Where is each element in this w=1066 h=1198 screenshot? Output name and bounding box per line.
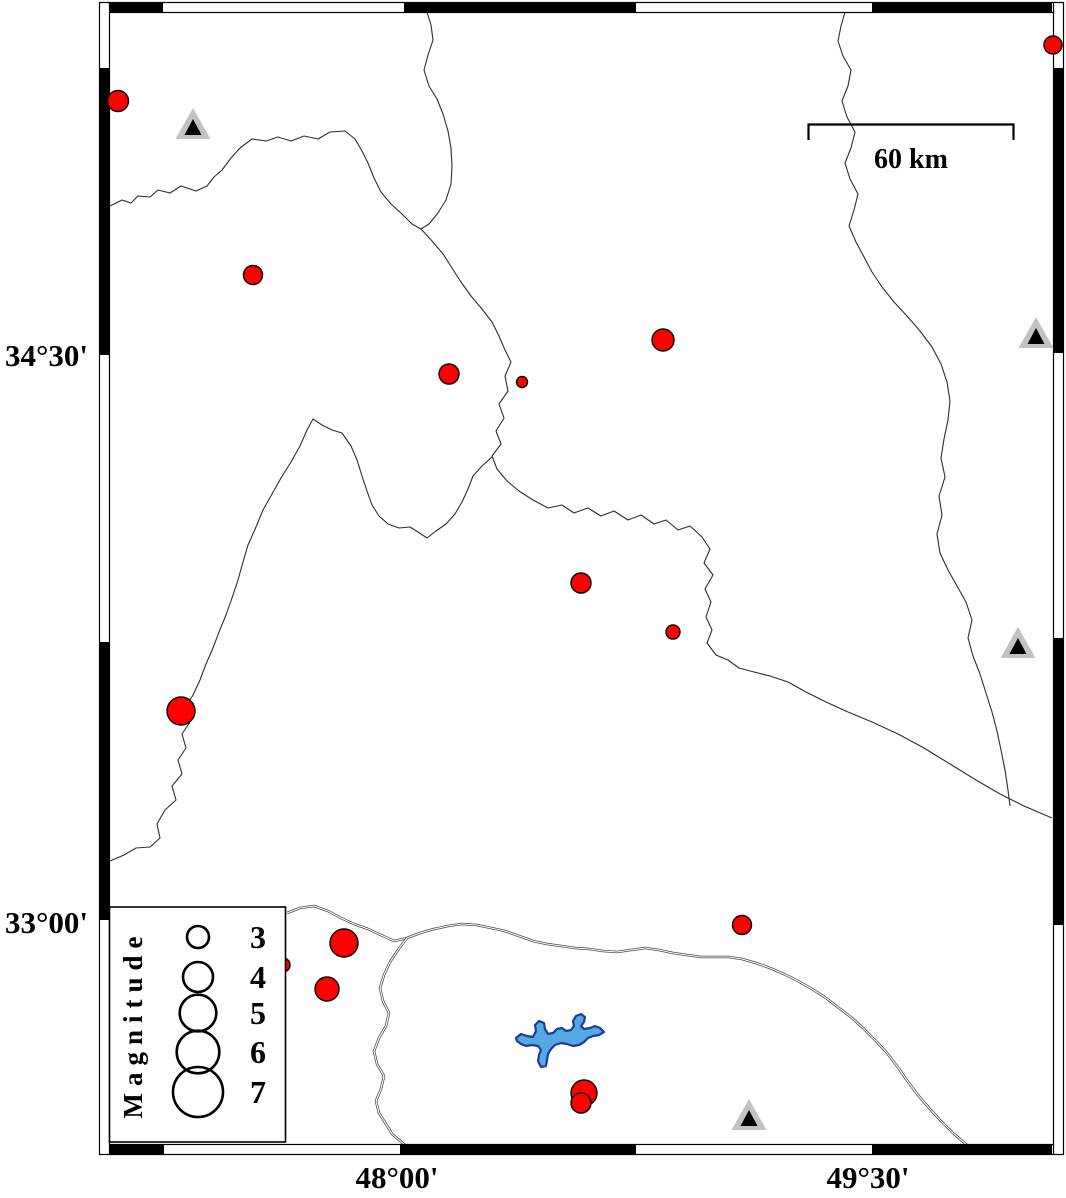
- station-core-icon: [1027, 328, 1045, 344]
- station-markers: [175, 108, 1054, 1130]
- earthquake-marker: [106, 89, 130, 113]
- earthquake-marker: [242, 264, 264, 286]
- station-core-icon: [740, 1110, 758, 1126]
- scale-bar-line: [807, 123, 1015, 140]
- earthquake-marker: [329, 928, 359, 958]
- earthquake-marker: [731, 914, 753, 936]
- boundary-line: [420, 228, 1053, 819]
- boundary-river-core: [286, 905, 968, 1146]
- lon-label-48-00: 48°00': [355, 1160, 438, 1193]
- admin-boundaries: [109, 11, 1053, 862]
- earthquake-marker: [314, 976, 340, 1002]
- earthquake-marker: [438, 363, 460, 385]
- lat-label-33-00: 33°00': [5, 905, 88, 940]
- legend-magnitude-circle: [185, 924, 211, 950]
- double-boundaries: [286, 904, 968, 1146]
- lat-label-34-30: 34°30': [5, 338, 88, 373]
- legend-magnitude-circle: [171, 1065, 225, 1119]
- boundary-line: [109, 130, 422, 230]
- legend-size-circles: [171, 924, 225, 1119]
- earthquake-marker: [570, 1092, 592, 1114]
- boundary-line: [837, 11, 1011, 807]
- earthquake-marker: [515, 375, 529, 389]
- station-core-icon: [184, 119, 202, 135]
- legend-title: Magnitude: [118, 929, 148, 1118]
- scale-bar-label: 60 km: [874, 144, 948, 175]
- frame-corner-ticks: [108, 2, 1055, 1155]
- lake: [514, 1012, 606, 1069]
- earthquake-marker: [166, 696, 196, 726]
- legend-value: 6: [250, 1034, 266, 1070]
- boundary-line: [109, 418, 493, 862]
- legend-value: 4: [250, 959, 266, 995]
- boundary-river-outer: [286, 904, 968, 1146]
- earthquake-markers: [106, 35, 1063, 1114]
- boundary-line: [420, 11, 453, 230]
- earthquake-marker: [1043, 35, 1063, 55]
- boundary-branch-outer: [372, 937, 409, 1146]
- boundary-branch-core: [373, 937, 408, 1146]
- legend-box: [108, 906, 287, 1143]
- legend-value: 5: [250, 995, 266, 1031]
- earthquake-marker: [665, 624, 681, 640]
- scale-bar: 60 km: [807, 123, 1015, 175]
- magnitude-legend: Magnitude 3 4 5 6 7: [108, 906, 287, 1143]
- earthquake-marker: [651, 328, 675, 352]
- lon-label-49-30: 49°30': [826, 1160, 909, 1193]
- station-core-icon: [1009, 638, 1027, 654]
- legend-magnitude-circle: [181, 960, 215, 994]
- map-frame: [98, 1, 1065, 1156]
- legend-value: 3: [250, 919, 266, 955]
- axis-labels: 34°30' 33°00' 48°00' 49°30': [5, 338, 910, 1195]
- legend-magnitude-circle: [175, 1029, 221, 1075]
- legend-value: 7: [250, 1074, 266, 1110]
- frame-segments: [99, 2, 1064, 1155]
- earthquake-marker: [570, 572, 592, 594]
